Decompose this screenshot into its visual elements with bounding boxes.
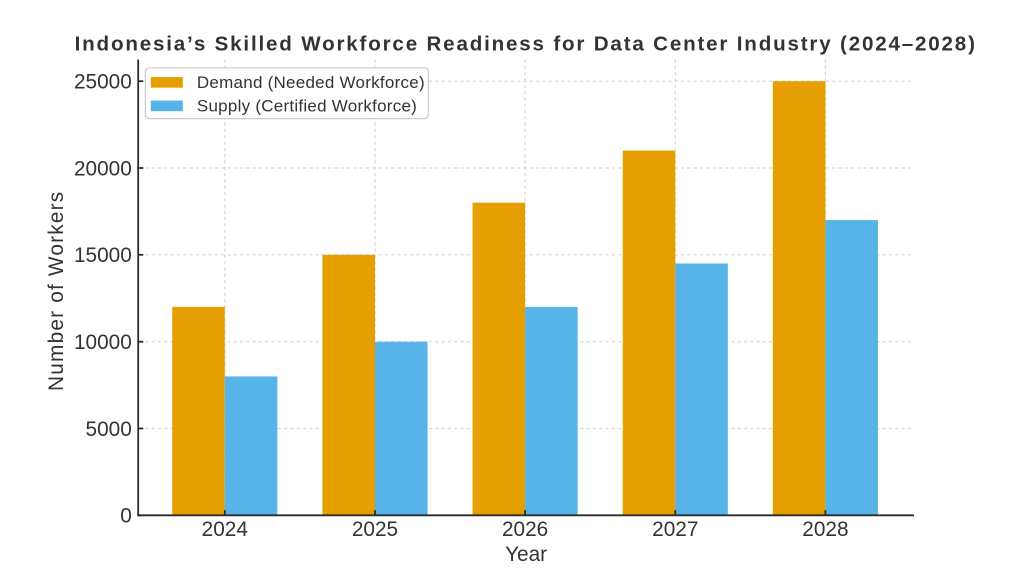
svg-text:2027: 2027 [652,518,698,541]
svg-text:2028: 2028 [802,518,848,541]
svg-text:2025: 2025 [352,518,398,541]
svg-text:15000: 15000 [74,244,132,267]
svg-text:2026: 2026 [502,518,548,541]
svg-text:20000: 20000 [74,157,132,180]
svg-text:0: 0 [120,505,132,528]
svg-text:Demand (Needed Workforce): Demand (Needed Workforce) [197,73,425,92]
svg-text:Number of Workers: Number of Workers [45,191,68,391]
svg-text:Indonesia’s Skilled Workforce: Indonesia’s Skilled Workforce Readiness … [75,32,977,55]
svg-text:Year: Year [505,543,547,566]
svg-text:2024: 2024 [202,518,248,541]
svg-text:10000: 10000 [74,331,132,354]
svg-text:Supply (Certified Workforce): Supply (Certified Workforce) [197,97,417,116]
svg-text:25000: 25000 [74,71,132,94]
svg-text:5000: 5000 [86,418,132,441]
